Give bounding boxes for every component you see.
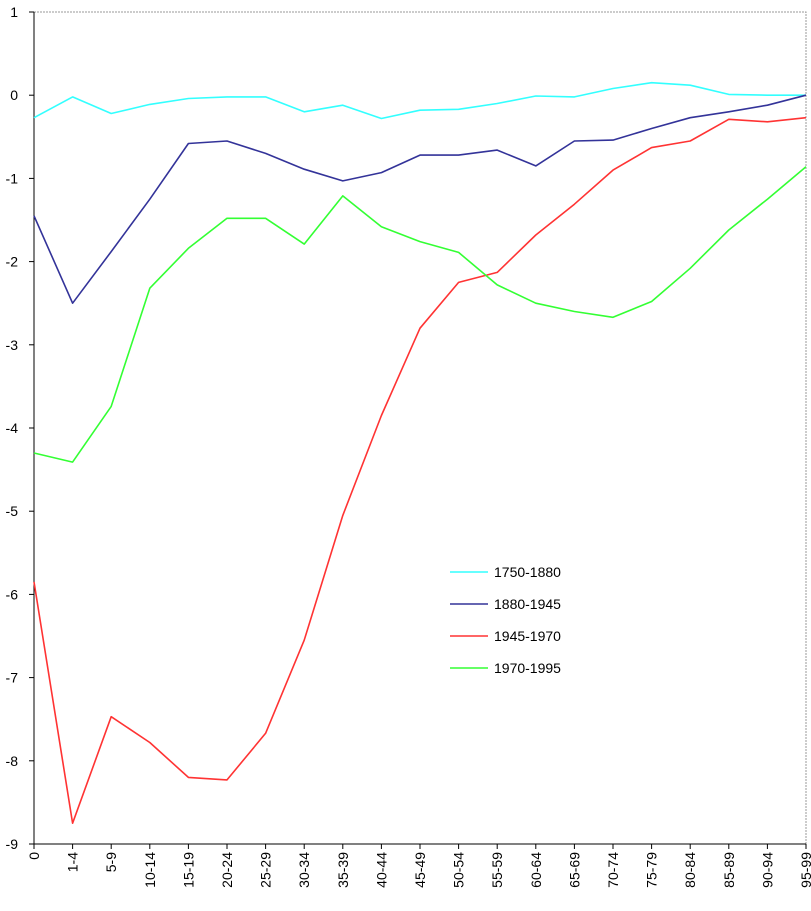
y-tick-label: -9 xyxy=(6,836,19,852)
x-tick-label: 40-44 xyxy=(373,852,389,888)
x-tick-label: 65-69 xyxy=(566,852,582,888)
y-tick-label: -2 xyxy=(6,254,19,270)
y-tick-label: 0 xyxy=(10,87,18,103)
series-line-1945-1970 xyxy=(33,116,807,825)
x-tick-label: 35-39 xyxy=(335,852,351,888)
x-tick-label: 30-34 xyxy=(296,852,312,888)
y-tick-label: 1 xyxy=(10,4,18,20)
x-tick-label: 75-79 xyxy=(644,852,660,888)
x-tick-label: 1-4 xyxy=(65,852,81,872)
legend-label: 1970-1995 xyxy=(494,660,561,676)
x-tick-label: 10-14 xyxy=(142,852,158,888)
legend-label: 1945-1970 xyxy=(494,628,561,644)
x-tick-label: 55-59 xyxy=(489,852,505,888)
y-tick-label: -1 xyxy=(6,170,19,186)
y-tick-label: -5 xyxy=(6,503,19,519)
y-tick-label: -8 xyxy=(6,753,19,769)
x-tick-label: 70-74 xyxy=(605,852,621,888)
series-line-1880-1945 xyxy=(33,94,807,305)
y-tick-label: -7 xyxy=(6,670,19,686)
y-tick-label: -6 xyxy=(6,586,19,602)
x-tick-label: 95-99 xyxy=(798,852,811,888)
x-tick-label: 20-24 xyxy=(219,852,235,888)
x-tick-label: 45-49 xyxy=(412,852,428,888)
x-tick-label: 80-84 xyxy=(682,852,698,888)
x-tick-label: 50-54 xyxy=(451,852,467,888)
x-tick-label: 25-29 xyxy=(258,852,274,888)
legend-label: 1880-1945 xyxy=(494,596,561,612)
x-tick-label: 5-9 xyxy=(103,852,119,872)
y-tick-label: -3 xyxy=(6,337,19,353)
y-axis-ticks: 1 0 -1 -2 -3 -4 -5 -6 -7 -8 -9 xyxy=(6,4,34,852)
plot-area-frame xyxy=(33,11,807,845)
y-tick-label: -4 xyxy=(6,420,19,436)
x-tick-label: 15-19 xyxy=(180,852,196,888)
x-tick-label: 85-89 xyxy=(721,852,737,888)
series-line-1970-1995 xyxy=(33,166,807,463)
x-tick-label: 90-94 xyxy=(759,852,775,888)
series-lines xyxy=(33,81,807,825)
x-axis-ticks: 0 1-4 5-9 10-14 15-19 20-24 25-29 30-34 35-39 40-… xyxy=(26,844,811,888)
legend-label: 1750-1880 xyxy=(494,564,561,580)
x-tick-label: 0 xyxy=(26,852,42,860)
legend: 1750-1880 1880-1945 1945-1970 1970-1995 xyxy=(450,564,561,676)
series-line-1750-1880 xyxy=(33,81,806,120)
x-tick-label: 60-64 xyxy=(528,852,544,888)
